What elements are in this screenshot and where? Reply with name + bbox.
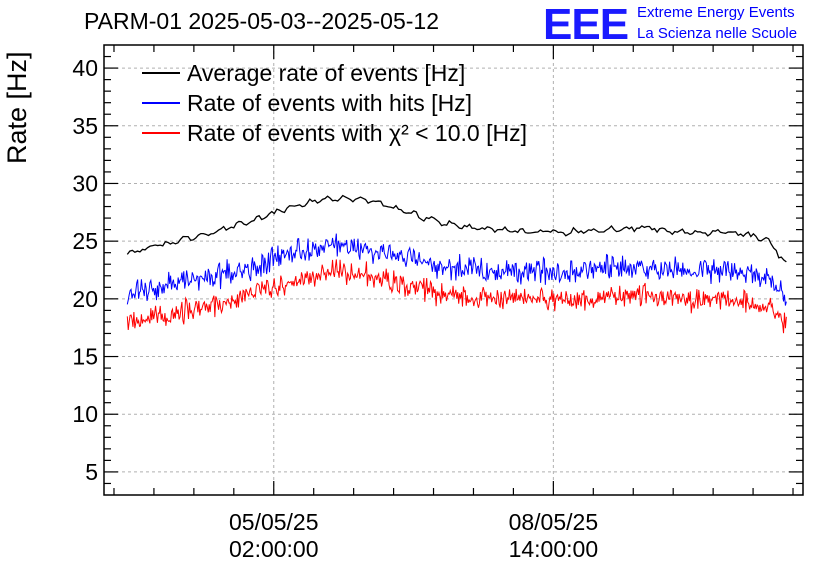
y-tick-label: 5 xyxy=(85,459,98,485)
chart-title: PARM-01 2025-05-03--2025-05-12 xyxy=(84,8,439,34)
x-tick-date-label: 05/05/25 xyxy=(229,509,319,535)
y-tick-label: 35 xyxy=(72,113,98,139)
y-tick-label: 20 xyxy=(72,286,98,312)
eee-logo: EEE xyxy=(543,0,629,49)
series-line-3 xyxy=(126,259,787,334)
x-tick-time-label: 14:00:00 xyxy=(509,536,599,562)
x-tick-date-label: 08/05/25 xyxy=(509,509,599,535)
y-tick-label: 25 xyxy=(72,228,98,254)
legend-entry-1: Average rate of events [Hz] xyxy=(187,60,465,86)
legend-entry-2: Rate of events with hits [Hz] xyxy=(187,90,472,116)
plot-frame xyxy=(103,44,804,496)
series-line-1 xyxy=(126,194,787,263)
series-line-2 xyxy=(126,233,787,306)
y-tick-label: 30 xyxy=(72,170,98,196)
y-tick-label: 10 xyxy=(72,401,98,427)
logo-caption-line2: La Scienza nelle Scuole xyxy=(637,25,798,42)
legend-entry-3: Rate of events with χ² < 10.0 [Hz] xyxy=(187,120,527,146)
x-tick-time-label: 02:00:00 xyxy=(229,536,319,562)
logo-caption-line1: Extreme Energy Events xyxy=(637,4,795,21)
y-tick-label: 40 xyxy=(72,55,98,81)
y-tick-label: 15 xyxy=(72,344,98,370)
